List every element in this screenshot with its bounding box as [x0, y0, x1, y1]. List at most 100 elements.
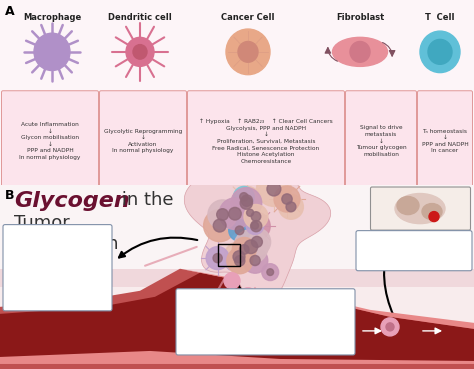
Ellipse shape	[332, 37, 388, 66]
Circle shape	[274, 186, 300, 212]
Circle shape	[267, 269, 273, 276]
Circle shape	[208, 200, 237, 229]
Bar	[0, 269, 474, 287]
Circle shape	[350, 41, 370, 62]
Circle shape	[242, 212, 270, 240]
Circle shape	[244, 293, 252, 301]
Circle shape	[226, 29, 270, 75]
Circle shape	[386, 323, 394, 331]
Circle shape	[235, 226, 244, 235]
Circle shape	[240, 193, 248, 201]
Circle shape	[126, 37, 154, 66]
Circle shape	[239, 245, 249, 254]
Circle shape	[234, 186, 254, 207]
Text: Cancer Cell: Cancer Cell	[221, 13, 275, 22]
Circle shape	[232, 238, 256, 262]
Polygon shape	[0, 351, 474, 364]
FancyBboxPatch shape	[176, 289, 355, 355]
Circle shape	[206, 246, 229, 270]
Circle shape	[224, 242, 254, 272]
Circle shape	[251, 237, 263, 247]
Circle shape	[224, 273, 240, 289]
Circle shape	[235, 256, 245, 266]
Ellipse shape	[397, 197, 419, 215]
Circle shape	[251, 221, 262, 232]
Bar	[0, 269, 474, 369]
Circle shape	[251, 222, 258, 229]
Circle shape	[229, 220, 250, 241]
Circle shape	[267, 182, 281, 196]
Polygon shape	[0, 269, 474, 369]
Text: ↑ Hypoxia    ↑ RAB2₂₃    ↑ Clear Cell Cancers
Glycolysis, PPP and NADPH
↓
Prolif: ↑ Hypoxia ↑ RAB2₂₃ ↑ Clear Cell Cancers …	[199, 118, 333, 163]
Circle shape	[204, 210, 236, 242]
Text: 2. Circulating Tumour Cells: 2. Circulating Tumour Cells	[211, 295, 319, 301]
Circle shape	[233, 186, 261, 215]
Circle shape	[231, 187, 262, 218]
Circle shape	[244, 240, 258, 254]
Circle shape	[213, 219, 226, 232]
Text: Signal to drive
metastasis
↓
Tumour glycogen
mobilisation: Signal to drive metastasis ↓ Tumour glyc…	[356, 125, 406, 157]
Circle shape	[240, 197, 253, 209]
Circle shape	[428, 39, 452, 64]
Ellipse shape	[395, 193, 445, 224]
Circle shape	[234, 230, 268, 264]
Circle shape	[262, 264, 279, 280]
Circle shape	[246, 209, 254, 216]
Text: Glycogen-derived pentose
phosphate pathway  mitigates
oxidative stress in circul: Glycogen-derived pentose phosphate pathw…	[219, 305, 310, 323]
Circle shape	[34, 33, 70, 70]
Circle shape	[256, 172, 291, 206]
Text: Tₙ homeostasis
↓
PPP and NADPH
In cancer: Tₙ homeostasis ↓ PPP and NADPH In cancer	[422, 129, 468, 154]
Text: in the: in the	[116, 190, 173, 208]
FancyBboxPatch shape	[3, 225, 112, 311]
Circle shape	[316, 315, 324, 323]
Circle shape	[238, 41, 258, 62]
Text: A: A	[5, 5, 15, 18]
Text: T  Cell: T Cell	[425, 13, 455, 22]
Circle shape	[242, 248, 268, 273]
FancyBboxPatch shape	[356, 231, 472, 271]
Circle shape	[279, 194, 303, 219]
FancyBboxPatch shape	[418, 91, 473, 192]
FancyBboxPatch shape	[346, 91, 417, 192]
Text: Progression: Progression	[14, 235, 118, 253]
Circle shape	[233, 251, 245, 263]
Circle shape	[286, 202, 296, 212]
Circle shape	[429, 211, 439, 222]
Text: Glycogen: Glycogen	[14, 190, 130, 211]
Circle shape	[250, 255, 260, 266]
Text: Glycolytic Reprogramming
↓
Activation
In normal physiology: Glycolytic Reprogramming ↓ Activation In…	[104, 129, 182, 154]
Bar	[218, 244, 240, 266]
Text: Macrophage: Macrophage	[23, 13, 81, 22]
Circle shape	[381, 318, 399, 336]
Circle shape	[241, 195, 253, 206]
FancyBboxPatch shape	[188, 91, 345, 192]
Text: Fibroblast: Fibroblast	[336, 13, 384, 22]
Polygon shape	[184, 161, 331, 305]
Circle shape	[266, 313, 274, 321]
Circle shape	[282, 194, 292, 204]
Circle shape	[244, 204, 268, 228]
Polygon shape	[0, 273, 474, 364]
Circle shape	[261, 308, 279, 326]
Polygon shape	[180, 269, 474, 329]
Circle shape	[133, 45, 147, 59]
Text: B: B	[5, 189, 15, 201]
Circle shape	[219, 198, 251, 230]
Circle shape	[420, 31, 460, 73]
Ellipse shape	[422, 204, 442, 220]
Circle shape	[217, 209, 228, 220]
Text: Glycogen fosters
brain organotropism
and lesion growth: Glycogen fosters brain organotropism and…	[383, 246, 445, 263]
FancyBboxPatch shape	[100, 91, 186, 192]
Circle shape	[213, 254, 222, 263]
Circle shape	[246, 217, 264, 235]
Text: 1. Migration and
Invasion: 1. Migration and Invasion	[24, 231, 90, 244]
Bar	[0, 184, 474, 274]
Circle shape	[251, 212, 261, 221]
Text: Tumor: Tumor	[14, 214, 70, 232]
Text: Dendritic cell: Dendritic cell	[108, 13, 172, 22]
Text: Acute Inflammation
↓
Glycon mobilisation
↓
PPP and NADPH
In normal physiology: Acute Inflammation ↓ Glycon mobilisation…	[19, 122, 81, 160]
FancyBboxPatch shape	[1, 91, 99, 192]
Circle shape	[243, 228, 271, 256]
Circle shape	[239, 288, 257, 306]
Circle shape	[241, 204, 259, 222]
